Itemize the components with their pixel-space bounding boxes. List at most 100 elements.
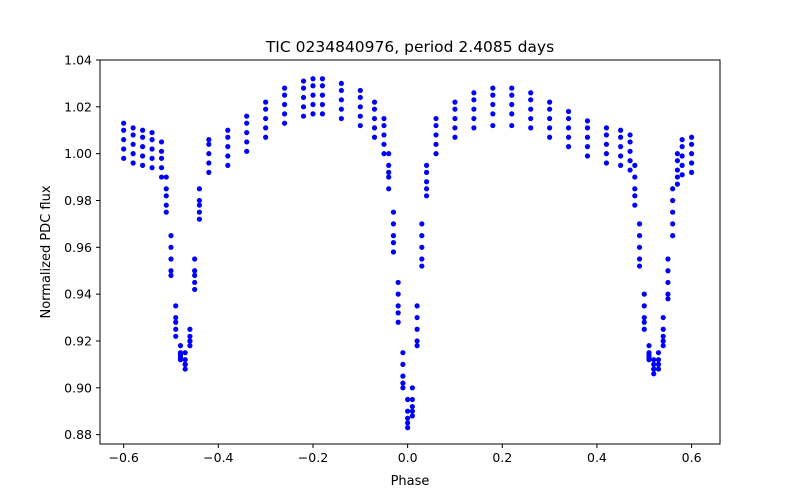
data-point xyxy=(655,350,662,356)
series-3 xyxy=(121,92,695,421)
data-point xyxy=(627,132,633,138)
data-point xyxy=(665,256,671,262)
data-point xyxy=(395,310,401,316)
data-point xyxy=(173,303,179,309)
data-point xyxy=(130,160,136,166)
data-point xyxy=(206,141,212,147)
data-point xyxy=(419,256,425,262)
data-point xyxy=(371,99,378,105)
data-point xyxy=(679,153,685,159)
data-point xyxy=(636,256,643,262)
data-point xyxy=(168,268,174,274)
data-point xyxy=(423,169,430,175)
data-point xyxy=(565,108,572,115)
data-point xyxy=(390,233,397,239)
data-point xyxy=(636,244,643,250)
y-tick-label: 0.88 xyxy=(64,427,92,442)
data-point xyxy=(158,139,165,145)
data-point xyxy=(528,125,534,131)
series-2 xyxy=(121,83,695,414)
data-point xyxy=(660,338,666,344)
data-point xyxy=(670,209,676,215)
data-point xyxy=(158,148,165,154)
data-point xyxy=(674,167,681,173)
y-tick-label: 1.00 xyxy=(64,146,92,161)
data-point xyxy=(689,151,695,157)
data-point xyxy=(452,134,458,140)
data-point xyxy=(310,92,316,98)
data-point xyxy=(584,125,591,131)
data-point xyxy=(121,127,127,133)
data-point xyxy=(386,186,392,192)
data-point xyxy=(149,165,155,171)
series-4 xyxy=(121,101,695,426)
data-point xyxy=(300,113,307,119)
x-tick-label: 0.0 xyxy=(398,450,418,465)
data-point xyxy=(509,122,515,129)
data-point xyxy=(206,137,212,143)
data-point xyxy=(196,209,202,215)
data-point xyxy=(433,132,439,138)
data-point xyxy=(140,127,146,133)
data-point xyxy=(665,279,671,286)
data-point xyxy=(632,202,638,208)
data-point xyxy=(149,146,155,152)
data-point xyxy=(400,373,406,379)
data-point xyxy=(263,115,269,122)
data-point xyxy=(149,137,155,143)
data-point xyxy=(419,244,425,250)
data-point xyxy=(371,125,378,131)
data-point xyxy=(163,193,169,199)
data-point xyxy=(357,87,363,94)
data-point xyxy=(660,326,666,332)
data-point xyxy=(670,221,676,227)
data-point xyxy=(655,366,662,372)
data-point xyxy=(192,256,198,262)
data-point xyxy=(121,155,127,161)
data-point xyxy=(528,90,534,96)
y-tick-label: 0.94 xyxy=(64,287,92,302)
data-point xyxy=(528,97,534,103)
data-point xyxy=(390,249,397,255)
data-point xyxy=(357,113,363,119)
data-point xyxy=(646,343,652,349)
data-point xyxy=(140,153,146,159)
data-point xyxy=(646,350,652,356)
data-point xyxy=(452,125,458,131)
data-point xyxy=(140,134,146,140)
data-point xyxy=(509,101,515,108)
data-point xyxy=(405,415,411,421)
data-point xyxy=(646,354,652,360)
data-point xyxy=(651,371,657,377)
data-point xyxy=(196,216,202,222)
data-point xyxy=(173,326,179,332)
data-point xyxy=(490,111,496,117)
data-point xyxy=(281,92,288,98)
data-point xyxy=(386,169,392,175)
data-point xyxy=(641,326,647,332)
data-point xyxy=(173,319,179,325)
data-point xyxy=(651,357,657,363)
data-point xyxy=(281,111,288,117)
data-point xyxy=(381,115,387,122)
data-point xyxy=(390,240,397,246)
data-point xyxy=(655,357,662,363)
data-point xyxy=(357,122,363,129)
y-tick-label: 1.04 xyxy=(64,53,92,68)
data-point xyxy=(281,101,288,108)
data-point xyxy=(381,151,387,157)
data-point xyxy=(509,111,515,117)
data-point xyxy=(187,333,193,339)
data-point xyxy=(168,233,174,239)
data-point xyxy=(490,101,496,108)
series-5 xyxy=(121,111,695,431)
data-point xyxy=(603,125,610,131)
data-point xyxy=(618,144,624,150)
data-point xyxy=(310,101,316,108)
data-point xyxy=(603,141,610,147)
data-point xyxy=(319,76,326,82)
data-point xyxy=(627,148,633,154)
data-point xyxy=(263,125,269,131)
data-point xyxy=(689,160,695,166)
data-point xyxy=(130,151,136,157)
